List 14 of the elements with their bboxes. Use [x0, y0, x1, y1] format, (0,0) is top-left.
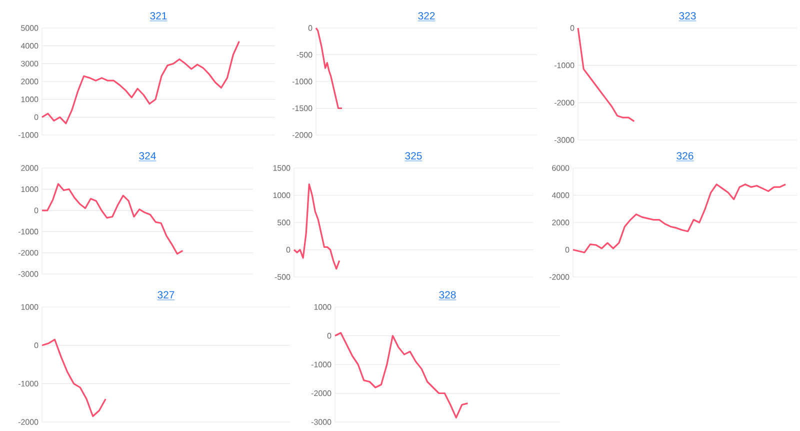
- chart-title: 326: [676, 152, 694, 160]
- chart-title: 327: [158, 291, 174, 299]
- line-series: [41, 183, 184, 255]
- chart-title: 322: [418, 12, 435, 20]
- line-series: [41, 40, 240, 124]
- chart-title: 328: [439, 291, 456, 299]
- line-series: [41, 338, 106, 418]
- line-series: [293, 184, 340, 270]
- line-series: [577, 27, 635, 122]
- line-series: [572, 184, 786, 254]
- chart-title: 323: [679, 12, 696, 20]
- chart-title: 324: [139, 152, 156, 160]
- chart-title: 321: [150, 12, 167, 20]
- chart-title: 325: [405, 152, 422, 160]
